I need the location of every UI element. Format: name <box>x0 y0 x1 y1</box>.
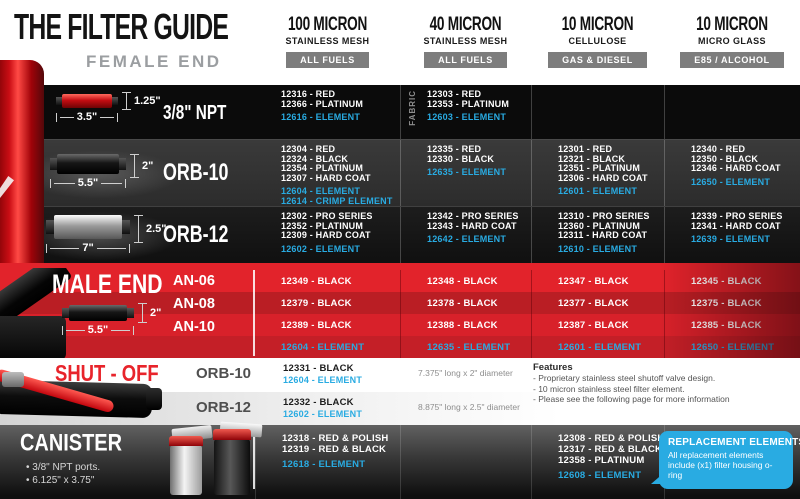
element-number: 12635 - ELEMENT <box>400 336 531 358</box>
filter-illustration-red: 1.25" 3.5" <box>56 92 161 123</box>
dimension-label: 5.5" <box>87 324 109 336</box>
callout-body: All replacement elements include (x1) fi… <box>668 450 773 480</box>
part-number: 12332 - BLACK <box>283 397 354 408</box>
parts-cell: 12335 - RED 12330 - BLACK 12635 - ELEMENT <box>400 140 531 207</box>
red-filter-photo <box>0 60 44 263</box>
page-title: THE FILTER GUIDE <box>14 6 229 48</box>
black-canister <box>213 429 251 495</box>
features-list: - Proprietary stainless steel shutoff va… <box>533 373 730 404</box>
column-header-100-micron: 100 MICRON STAINLESS MESH ALL FUELS <box>255 14 400 68</box>
part-number: 12345 - BLACK <box>664 270 800 292</box>
canister-photos <box>148 421 268 499</box>
part-number: 12388 - BLACK <box>400 314 531 336</box>
dimension-label: 7" <box>82 242 94 254</box>
part-number: 12389 - BLACK <box>281 319 352 331</box>
dimension-note: 7.375" long x 2" diameter <box>418 368 513 378</box>
parts-cell: 12340 - RED 12350 - BLACK 12346 - HARD COA… <box>664 140 800 207</box>
column-headers: 100 MICRON STAINLESS MESH ALL FUELS 40 M… <box>255 14 800 68</box>
parts-cell: 12316 - RED 12366 - PLATINUM 12616 - ELEM… <box>281 89 364 123</box>
row-label: ORB-12 <box>163 221 229 248</box>
row-label-an08: AN-08 <box>173 296 215 312</box>
column-header-10-micron-cellulose: 10 MICRON CELLULOSE GAS & DIESEL <box>531 14 664 68</box>
element-number: 12650 - ELEMENT <box>664 336 800 358</box>
element-number: 12601 - ELEMENT <box>531 336 664 358</box>
callout-title: REPLACEMENT ELEMENTS <box>668 437 800 448</box>
fuel-badge: E85 / ALCOHOL <box>680 52 784 68</box>
parts-cell-empty <box>531 85 664 139</box>
part-number: 12387 - BLACK <box>531 314 664 336</box>
parts-cell: 12342 - PRO SERIES 12343 - HARD COAT 1264… <box>400 207 531 263</box>
label-divider-line <box>253 270 255 356</box>
dimension-label: 5.5" <box>77 177 99 189</box>
parts-cell: 12310 - PRO SERIES 12360 - PLATINUM 12311 … <box>531 207 664 263</box>
male-fitting-photo <box>0 268 90 358</box>
part-number: 12379 - BLACK <box>281 297 352 309</box>
label-divider-line <box>253 433 255 489</box>
filter-illustration-black: 2" 5.5" <box>50 154 153 189</box>
filter-illustration-silver: 2.5" 7" <box>46 215 167 254</box>
fuel-badge: GAS & DIESEL <box>548 52 647 68</box>
table-row-orb12: 2.5" 7" ORB-12 12302 - PRO SERIES 12352 -… <box>0 206 800 263</box>
brand-logo-mark <box>0 176 14 206</box>
part-number: 12347 - BLACK <box>531 270 664 292</box>
table-row-npt: 1.25" 3.5" 3/8" NPT 12316 - RED 12366 - P… <box>0 85 800 139</box>
female-end-subtitle: FEMALE END <box>86 52 222 71</box>
fuel-badge: ALL FUELS <box>424 52 507 68</box>
replacement-elements-callout: REPLACEMENT ELEMENTS All replacement ele… <box>651 431 800 489</box>
element-number: 12604 - ELEMENT <box>281 341 365 353</box>
dimension-label: 2" <box>142 160 154 172</box>
shut-off-heading: SHUT - OFF <box>55 361 159 387</box>
part-number: 12331 - BLACK <box>283 363 354 374</box>
parts-cell-empty <box>664 85 800 139</box>
part-number: 12375 - BLACK <box>664 292 800 314</box>
dimension-label: 2.5" <box>146 223 167 235</box>
features-block: Features - Proprietary stainless steel s… <box>533 362 793 405</box>
table-row-elements: 12604 - ELEMENT 12635 - ELEMENT 12601 - … <box>0 336 800 358</box>
female-end-section: 1.25" 3.5" 3/8" NPT 12316 - RED 12366 - P… <box>0 85 800 263</box>
part-number: 12377 - BLACK <box>531 292 664 314</box>
male-end-heading: MALE END <box>52 268 163 299</box>
row-label-orb12: ORB-12 <box>196 399 252 416</box>
part-number: 12349 - BLACK <box>281 275 352 287</box>
canister-heading: CANISTER <box>20 430 122 457</box>
parts-cell: FABRIC 12303 - RED 12353 - PLATINUM 12603… <box>400 85 531 139</box>
parts-cell: 12339 - PRO SERIES 12341 - HARD COAT 1263… <box>664 207 800 263</box>
parts-cell-empty <box>400 425 531 499</box>
column-header-10-micron-micro-glass: 10 MICRON MICRO GLASS E85 / ALCOHOL <box>664 14 800 68</box>
dimension-note: 8.875" long x 2.5" diameter <box>418 402 520 412</box>
features-title: Features <box>533 362 573 373</box>
parts-cell: 12301 - RED 12321 - BLACK 12351 - PLATINUM… <box>531 140 664 207</box>
part-number: 12378 - BLACK <box>400 292 531 314</box>
header: THE FILTER GUIDE FEMALE END 100 MICRON S… <box>0 0 800 85</box>
filter-illustration-black: 2" 5.5" <box>62 303 161 336</box>
row-label-an06: AN-06 <box>173 273 215 289</box>
row-label-orb10: ORB-10 <box>196 365 252 382</box>
shut-off-valve-photo <box>0 366 164 424</box>
canister-specs: • 3/8" NPT ports. • 6.125" x 3.75" <box>26 462 101 486</box>
row-label-an10: AN-10 <box>173 319 215 335</box>
column-header-40-micron: 40 MICRON STAINLESS MESH ALL FUELS <box>400 14 531 68</box>
part-number: 12385 - BLACK <box>664 314 800 336</box>
dimension-label: 3.5" <box>76 111 98 123</box>
male-end-section: 12349 - BLACK 12348 - BLACK 12347 - BLAC… <box>0 263 800 358</box>
parts-cell: 12304 - RED 12324 - BLACK 12354 - PLATINUM… <box>281 144 393 206</box>
fabric-note: FABRIC <box>408 90 417 126</box>
part-number: 12348 - BLACK <box>400 270 531 292</box>
parts-cell: 12302 - PRO SERIES 12352 - PLATINUM 12309 … <box>281 211 373 254</box>
dimension-label: 2" <box>150 307 162 319</box>
row-label: 3/8" NPT <box>163 99 227 123</box>
table-row-orb10: 2" 5.5" ORB-10 12304 - RED 12324 - BLACK 1… <box>0 139 800 207</box>
shut-off-section: SHUT - OFF ORB-10 ORB-12 12331 - BLACK 1… <box>0 358 800 425</box>
parts-cell: 12308 - RED & POLISH 12317 - RED & BLACK 1… <box>531 425 664 499</box>
polished-canister <box>169 436 203 495</box>
fuel-badge: ALL FUELS <box>286 52 369 68</box>
row-label: ORB-10 <box>163 159 229 186</box>
element-number: 12604 - ELEMENT <box>283 375 363 385</box>
element-number: 12602 - ELEMENT <box>283 409 363 419</box>
parts-cell: 12318 - RED & POLISH 12319 - RED & BLACK … <box>255 425 400 499</box>
canister-section: CANISTER • 3/8" NPT ports. • 6.125" x 3.7… <box>0 421 800 499</box>
dimension-label: 1.25" <box>134 95 161 107</box>
